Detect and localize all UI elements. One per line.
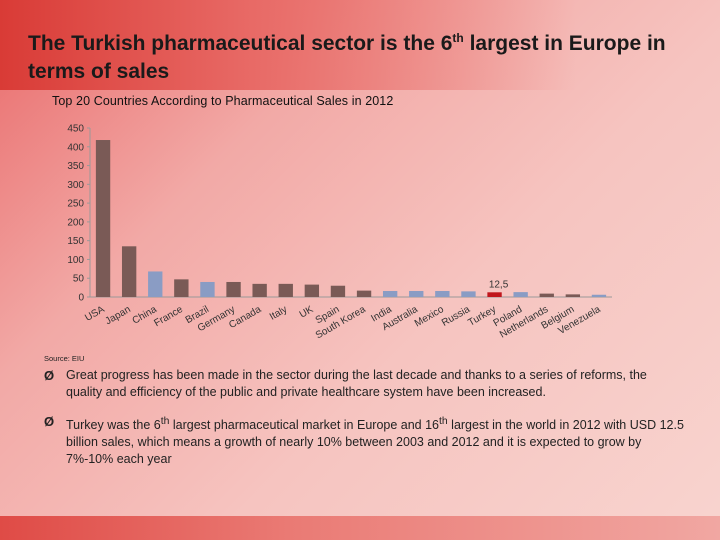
bar	[95, 140, 111, 297]
x-tick-label: Russia	[440, 304, 472, 329]
bar	[330, 285, 346, 297]
y-tick-label: 400	[67, 142, 84, 153]
y-tick-label: 100	[67, 255, 84, 266]
bar	[200, 281, 215, 297]
bar	[461, 291, 476, 297]
bar	[252, 283, 267, 297]
y-tick-label: 350	[67, 161, 84, 172]
bullet-2: Ø Turkey was the 6th largest pharmaceuti…	[44, 413, 684, 468]
bar	[382, 290, 398, 297]
bar	[513, 292, 528, 297]
bar	[435, 290, 450, 297]
x-tick-label: Mexico	[413, 304, 446, 330]
x-tick-label: Italy	[268, 304, 289, 323]
bottom-band	[0, 516, 720, 540]
bar	[539, 293, 554, 297]
x-tick-label: USA	[83, 304, 107, 324]
bar	[148, 271, 163, 297]
x-tick-label: Japan	[104, 304, 133, 327]
bar	[356, 290, 372, 297]
y-tick-label: 300	[67, 180, 84, 191]
bullet-1: Ø Great progress has been made in the se…	[44, 367, 684, 401]
source-note: Source: EIU	[44, 354, 85, 363]
y-tick-label: 50	[73, 274, 85, 285]
y-tick-label: 450	[67, 124, 84, 135]
y-tick-label: 250	[67, 199, 84, 210]
bar-chart: 050100150200250300350400450USAJapanChina…	[67, 124, 612, 341]
bar	[409, 290, 424, 297]
arrow-bullet-icon: Ø	[44, 414, 55, 429]
bar	[487, 292, 502, 297]
y-tick-label: 150	[67, 236, 84, 247]
bar	[174, 279, 189, 297]
arrow-bullet-icon: Ø	[44, 368, 55, 383]
bar	[226, 281, 241, 297]
slide-title: The Turkish pharmaceutical sector is the…	[28, 31, 666, 83]
x-tick-label: Turkey	[466, 304, 498, 329]
x-tick-label: UK	[298, 304, 316, 321]
bullet-1-text: Great progress has been made in the sect…	[66, 368, 647, 399]
bar	[304, 284, 320, 297]
x-tick-label: France	[152, 304, 185, 329]
bar	[591, 294, 607, 297]
data-label: 12,5	[489, 279, 509, 290]
bar	[565, 294, 581, 297]
title-band	[0, 0, 720, 90]
chart-title: Top 20 Countries According to Pharmaceut…	[52, 94, 394, 108]
bar	[121, 246, 137, 297]
bar	[278, 283, 293, 297]
y-tick-label: 200	[67, 217, 84, 228]
y-tick-label: 0	[78, 293, 84, 304]
bullet-2-text: Turkey was the 6th largest pharmaceutica…	[66, 416, 684, 467]
